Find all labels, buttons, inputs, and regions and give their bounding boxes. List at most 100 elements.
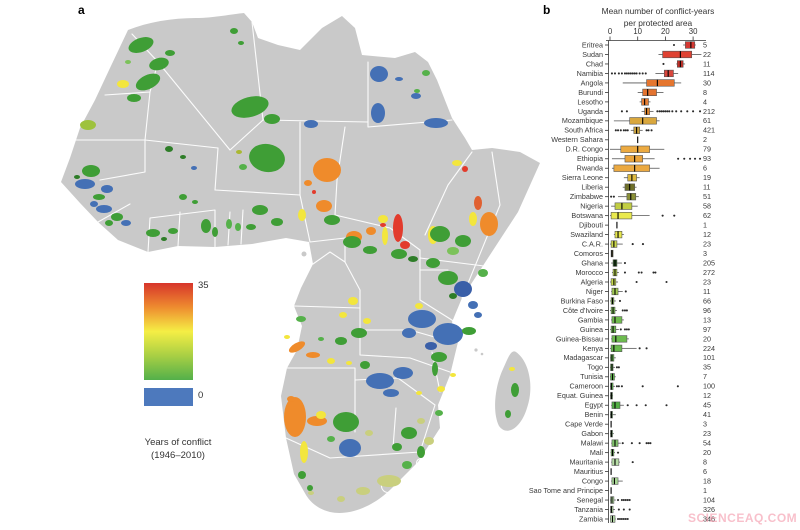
legend-gradient-bar	[144, 283, 193, 380]
svg-text:Benin: Benin	[585, 410, 603, 419]
boxplot-row: Uganda 212	[578, 107, 715, 116]
boxplot-row: Lesotho 4	[577, 97, 707, 106]
boxplot-row: Djibouti 1	[579, 221, 707, 230]
svg-text:20: 20	[703, 448, 711, 457]
legend-caption-line2: (1946–2010)	[151, 450, 205, 461]
protected-area-patches	[74, 28, 519, 502]
boxplot-row: Tanzania 326	[574, 505, 715, 514]
boxplot-row: Comoros 3	[574, 249, 707, 258]
boxplot-row: Mali 20	[590, 448, 711, 457]
svg-text:12: 12	[703, 391, 711, 400]
svg-text:54: 54	[703, 439, 711, 448]
svg-text:Mauritania: Mauritania	[569, 458, 603, 467]
boxplot-row: Burkina Faso 66	[561, 296, 711, 305]
svg-text:Namibia: Namibia	[577, 69, 603, 78]
svg-text:30: 30	[703, 78, 711, 87]
svg-text:0: 0	[608, 27, 613, 36]
boxplot-row: Guinea 97	[580, 325, 711, 334]
boxplot-row: South Africa 421	[564, 126, 715, 135]
svg-text:8: 8	[703, 458, 707, 467]
svg-text:22: 22	[703, 50, 711, 59]
svg-text:D.R. Congo: D.R. Congo	[565, 145, 603, 154]
boxplot-row: Western Sahara 2	[551, 135, 707, 144]
svg-text:62: 62	[703, 211, 711, 220]
boxplot-row: Rwanda 6	[577, 164, 707, 173]
boxplot-row: C.A.R. 23	[582, 239, 711, 248]
svg-text:Swaziland: Swaziland	[570, 230, 603, 239]
svg-text:51: 51	[703, 192, 711, 201]
svg-text:205: 205	[703, 258, 715, 267]
svg-text:61: 61	[703, 116, 711, 125]
boxplot-row: Swaziland 12	[570, 230, 711, 239]
svg-text:23: 23	[703, 429, 711, 438]
svg-text:Sudan: Sudan	[582, 50, 603, 59]
svg-text:C.A.R.: C.A.R.	[582, 239, 603, 248]
boxplot-row: Morocco 272	[575, 268, 715, 277]
svg-text:Guinea: Guinea	[580, 325, 603, 334]
svg-text:Zimbabwe: Zimbabwe	[570, 192, 603, 201]
svg-text:346: 346	[703, 514, 715, 523]
boxplot-row: Equat. Guinea 12	[557, 391, 711, 400]
svg-text:Burkina Faso: Burkina Faso	[561, 296, 603, 305]
boxplot-row: Sudan 22	[582, 50, 711, 59]
svg-text:Mean number of conflict-years: Mean number of conflict-years	[602, 6, 715, 16]
boxplot-row: Angola 30	[581, 78, 711, 87]
svg-text:30: 30	[689, 27, 698, 36]
svg-text:23: 23	[703, 239, 711, 248]
boxplot-row: Tunisia 7	[580, 372, 707, 381]
legend-caption: Years of conflict (1946–2010)	[118, 436, 238, 462]
boxplot-row: Benin 41	[585, 410, 711, 419]
svg-text:Rwanda: Rwanda	[577, 164, 603, 173]
boxplot-row: Côte d'Ivoire 96	[563, 306, 711, 315]
svg-text:South Africa: South Africa	[564, 126, 603, 135]
svg-text:Equat. Guinea: Equat. Guinea	[557, 391, 603, 400]
svg-text:Nigeria: Nigeria	[580, 202, 603, 211]
svg-text:Malawi: Malawi	[581, 439, 604, 448]
boxplot-row: Namibia 114	[577, 69, 715, 78]
boxplot-row: Burundi 8	[578, 88, 707, 97]
svg-text:3: 3	[703, 420, 707, 429]
boxplot-row: Liberia 11	[581, 183, 710, 192]
svg-text:66: 66	[703, 296, 711, 305]
svg-text:12: 12	[703, 230, 711, 239]
svg-text:Djibouti: Djibouti	[579, 221, 603, 230]
svg-text:20: 20	[703, 334, 711, 343]
svg-text:Senegal: Senegal	[577, 495, 604, 504]
svg-text:93: 93	[703, 154, 711, 163]
svg-text:Mauritius: Mauritius	[574, 467, 604, 476]
svg-text:Kenya: Kenya	[583, 344, 603, 353]
boxplot-svg: Mean number of conflict-years per protect…	[529, 6, 715, 523]
boxplot-row: Cape Verde 3	[565, 420, 707, 429]
boxplot-row: Sao Tome and Principe 1	[529, 486, 707, 495]
svg-text:212: 212	[703, 107, 715, 116]
svg-text:Zambia: Zambia	[579, 514, 603, 523]
svg-text:7: 7	[703, 372, 707, 381]
svg-text:2: 2	[703, 135, 707, 144]
svg-text:Ghana: Ghana	[581, 258, 603, 267]
svg-text:41: 41	[703, 410, 711, 419]
svg-text:Sierra Leone: Sierra Leone	[562, 173, 603, 182]
svg-text:Uganda: Uganda	[578, 107, 603, 116]
svg-text:Angola: Angola	[581, 78, 603, 87]
svg-text:Côte d'Ivoire: Côte d'Ivoire	[563, 306, 603, 315]
svg-text:Comoros: Comoros	[574, 249, 604, 258]
svg-text:45: 45	[703, 401, 711, 410]
svg-text:6: 6	[703, 164, 707, 173]
svg-text:Sao Tome and Principe: Sao Tome and Principe	[529, 486, 603, 495]
svg-text:Congo: Congo	[582, 476, 603, 485]
legend-caption-line1: Years of conflict	[144, 437, 212, 448]
boxplot-row: Kenya 224	[583, 344, 715, 353]
svg-text:6: 6	[703, 467, 707, 476]
svg-text:224: 224	[703, 344, 715, 353]
boxplot-row: Mauritania 8	[569, 458, 707, 467]
panel-a-label: a	[78, 3, 85, 17]
svg-text:Algeria: Algeria	[581, 277, 603, 286]
boxplot-row: Togo 35	[587, 363, 711, 372]
country-borders	[69, 21, 501, 494]
africa-map	[61, 13, 540, 513]
svg-text:100: 100	[703, 382, 715, 391]
svg-text:Gabon: Gabon	[581, 429, 603, 438]
boxplot-row: Algeria 23	[581, 277, 711, 286]
svg-text:Guinea-Bissau: Guinea-Bissau	[556, 334, 603, 343]
svg-text:20: 20	[661, 27, 670, 36]
